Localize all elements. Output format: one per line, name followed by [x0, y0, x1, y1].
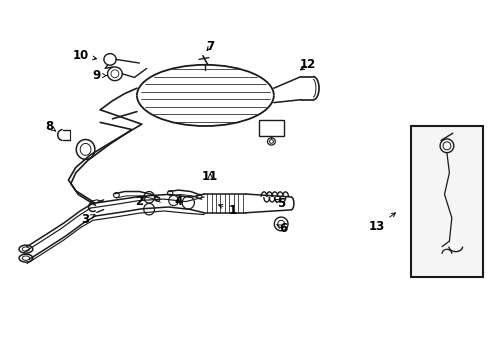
Text: 6: 6 — [276, 222, 287, 235]
Text: 13: 13 — [367, 213, 395, 233]
Text: 4: 4 — [174, 195, 182, 208]
Text: 3: 3 — [81, 213, 95, 226]
Text: 10: 10 — [72, 49, 96, 62]
Text: 1: 1 — [218, 204, 236, 217]
Text: 8: 8 — [45, 120, 56, 132]
Text: 2: 2 — [135, 195, 146, 208]
Text: 5: 5 — [274, 197, 285, 210]
Text: 7: 7 — [206, 40, 214, 53]
Text: 11: 11 — [202, 170, 218, 183]
Text: 12: 12 — [299, 58, 316, 71]
Text: 9: 9 — [93, 69, 106, 82]
Bar — [410, 126, 482, 277]
